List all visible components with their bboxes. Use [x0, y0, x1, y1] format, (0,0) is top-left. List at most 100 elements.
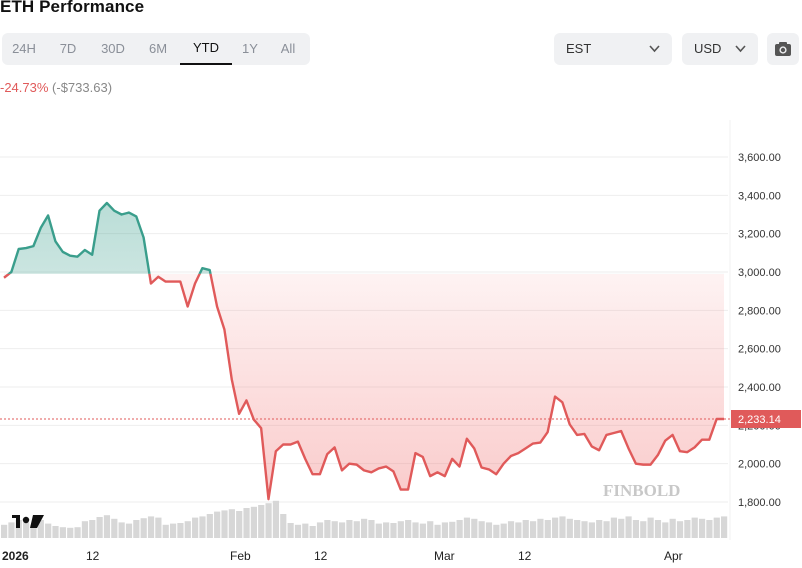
- y-tick-label: 2,400.00: [738, 382, 781, 394]
- volume-bar: [500, 523, 507, 538]
- volume-bar: [559, 516, 566, 538]
- tab-6m[interactable]: 6M: [148, 41, 168, 56]
- tab-7d[interactable]: 7D: [59, 41, 77, 56]
- volume-bar: [258, 505, 265, 538]
- volume-bar: [463, 517, 471, 538]
- tab-24h[interactable]: 24H: [12, 41, 36, 56]
- volume-bar: [8, 522, 15, 538]
- volume-bar: [485, 522, 493, 538]
- volume-bar: [316, 522, 324, 538]
- volume-bar: [610, 517, 617, 538]
- volume-bar: [566, 518, 573, 538]
- y-tick-label: 2,600.00: [738, 344, 781, 356]
- volume-bar: [405, 520, 412, 538]
- volume-bar: [721, 516, 728, 538]
- volume-bar: [280, 514, 287, 538]
- volume-bar: [287, 523, 294, 538]
- volume-bar: [45, 523, 52, 538]
- volume-bar: [214, 511, 221, 538]
- x-tick-label: Mar: [434, 549, 455, 563]
- performance-absolute: (-$733.63): [52, 80, 113, 95]
- currency-select[interactable]: USD: [682, 33, 758, 65]
- volume-bar: [507, 521, 515, 538]
- volume-bar: [133, 520, 140, 538]
- volume-bar: [427, 521, 434, 538]
- volume-bar: [522, 520, 529, 538]
- volume-bar: [125, 523, 133, 538]
- volume-bar: [552, 517, 559, 538]
- volume-bar: [199, 516, 206, 538]
- volume-bar: [449, 521, 456, 538]
- volume-bar: [596, 520, 603, 538]
- volume-bar: [338, 522, 346, 538]
- volume-bar: [67, 527, 74, 538]
- volume-bar: [375, 523, 382, 538]
- current-price-label: 2,233.14: [738, 414, 781, 426]
- volume-bar: [588, 522, 595, 538]
- volume-bar: [471, 518, 478, 538]
- volume-bar: [265, 503, 272, 538]
- volume-bar: [647, 517, 654, 538]
- volume-bar: [30, 524, 37, 538]
- volume-bar: [192, 517, 199, 538]
- y-tick-label: 3,200.00: [738, 229, 781, 241]
- currency-value: USD: [694, 41, 722, 56]
- volume-bar: [89, 520, 96, 538]
- volume-bar: [37, 520, 44, 538]
- x-tick-label: 12: [86, 549, 100, 563]
- volume-bar: [236, 511, 243, 538]
- tab-ytd[interactable]: YTD: [180, 33, 232, 65]
- volume-bar: [74, 527, 81, 538]
- x-tick-label: 12: [314, 549, 328, 563]
- volume-bar: [147, 516, 155, 538]
- volume-bar: [23, 522, 30, 538]
- volume-bar: [272, 500, 280, 538]
- timezone-select[interactable]: EST: [554, 33, 672, 65]
- volume-bar: [706, 520, 713, 538]
- volume-bar: [684, 520, 691, 538]
- area-fill-up: [4, 203, 724, 274]
- y-tick-label: 3,000.00: [738, 267, 781, 279]
- volume-bar: [478, 521, 485, 538]
- volume-bar: [81, 521, 89, 538]
- volume-bar: [419, 523, 426, 538]
- volume-bar: [118, 522, 125, 538]
- volume-bar: [662, 522, 669, 538]
- volume-bar: [162, 524, 169, 538]
- volume-bar: [625, 516, 632, 538]
- price-line-up: [6, 201, 212, 274]
- volume-bar: [581, 521, 588, 538]
- camera-button[interactable]: [767, 33, 799, 65]
- volume-bar: [59, 527, 66, 538]
- volume-bar: [574, 520, 581, 538]
- volume-bar: [698, 518, 706, 538]
- volume-bar: [603, 521, 610, 538]
- volume-bar: [632, 520, 640, 538]
- tradingview-logo: [12, 515, 44, 528]
- volume-bar: [294, 524, 302, 538]
- volume-bar: [15, 520, 22, 538]
- y-tick-label: 3,400.00: [738, 190, 781, 202]
- current-price-tag: [731, 410, 801, 429]
- tab-all[interactable]: All: [280, 41, 296, 56]
- volume-bar: [544, 520, 551, 538]
- volume-bar: [331, 521, 338, 538]
- x-tick-label: Apr: [664, 549, 683, 563]
- tab-1y[interactable]: 1Y: [242, 41, 258, 56]
- tab-30d[interactable]: 30D: [101, 41, 125, 56]
- volume-bar: [456, 520, 463, 538]
- volume-bar: [441, 522, 449, 538]
- x-tick-label: 2026: [2, 549, 29, 563]
- performance-summary: -24.73% (-$733.63): [0, 80, 112, 95]
- volume-bar: [309, 526, 316, 538]
- watermark-text: FINBOLD: [603, 481, 680, 500]
- area-fill-down: [4, 273, 724, 500]
- volume-bar: [691, 517, 698, 538]
- volume-bar: [353, 521, 360, 538]
- y-tick-label: 1,800.00: [738, 497, 781, 509]
- volume-bar: [206, 514, 213, 538]
- volume-bar: [368, 520, 375, 538]
- volume-bar: [669, 518, 676, 538]
- price-line-down: [3, 273, 724, 501]
- camera-icon: [775, 42, 791, 56]
